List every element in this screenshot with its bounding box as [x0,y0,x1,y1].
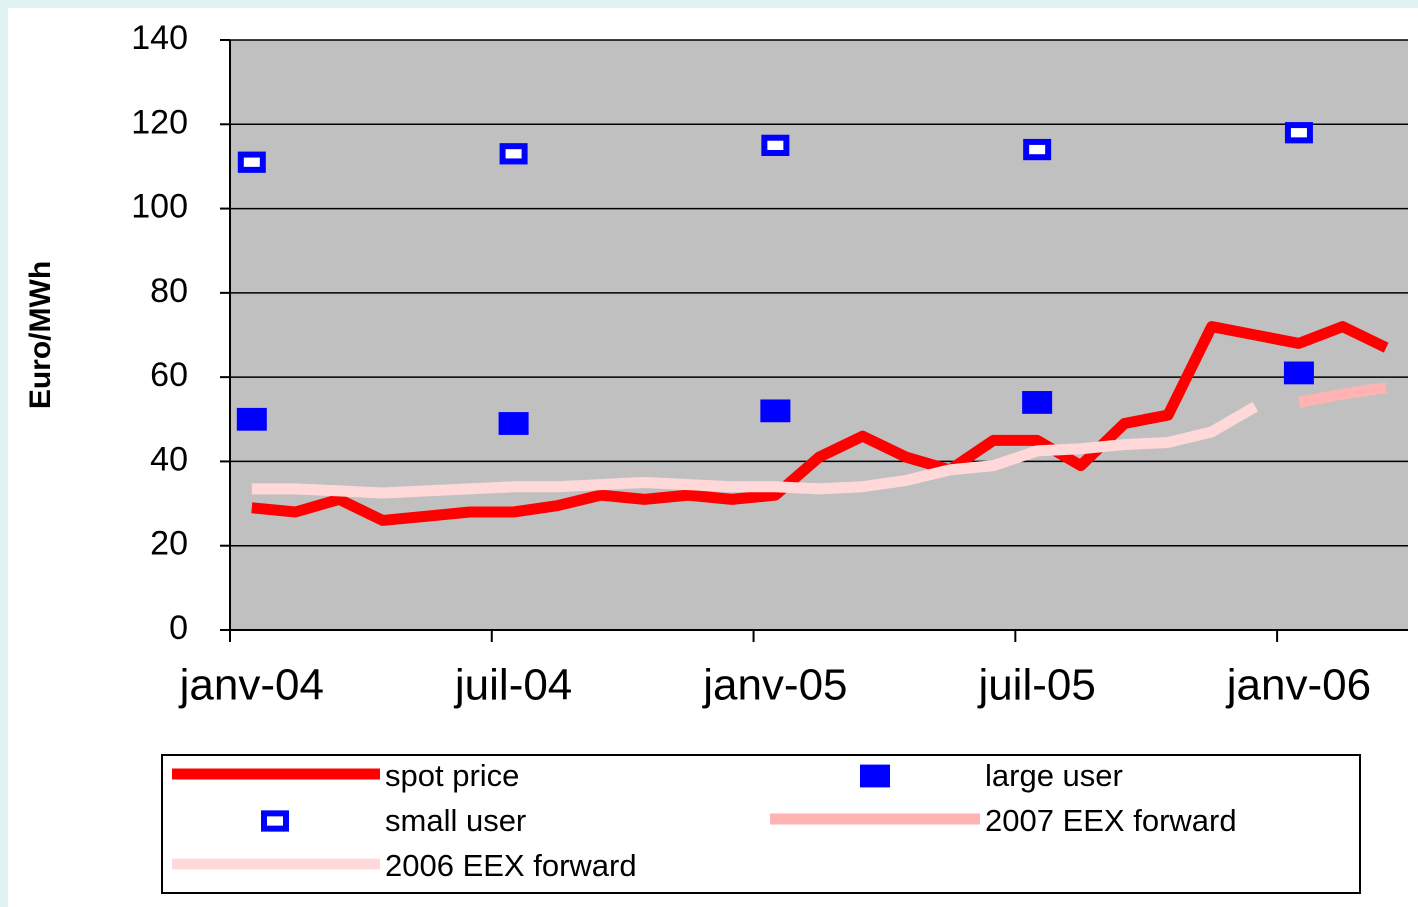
data-point [1284,122,1313,144]
y-tick-label: 140 [131,19,188,57]
data-point [498,412,529,435]
series-line [1297,382,1387,408]
legend-label: small user [385,803,526,838]
x-tick-label: janv-04 [178,661,324,710]
legend-swatch [261,810,289,832]
x-tick-label: juil-05 [976,661,1095,710]
x-tick-label: janv-06 [1225,661,1371,710]
y-tick-label: 0 [169,609,188,647]
data-point [1283,361,1314,385]
series-line [251,321,1389,526]
y-axis-label: Euro/MWh [24,261,57,409]
y-tick-label: 60 [150,356,188,394]
y-tick-label: 40 [150,440,188,478]
legend-label: 2006 EEX forward [385,848,637,883]
data-point [1023,138,1052,161]
legend-label: spot price [385,758,519,793]
legend-swatch [860,764,890,788]
data-point [499,143,528,165]
y-tick-label: 80 [150,272,188,310]
y-tick-label: 20 [150,525,188,563]
series-line [251,401,1259,499]
legend-label: large user [985,758,1123,793]
data-point [236,407,267,431]
data-point [760,399,791,423]
legend-label: 2007 EEX forward [985,803,1237,838]
y-tick-label: 100 [131,188,188,226]
x-tick-label: janv-05 [701,661,847,710]
data-point [237,151,266,173]
x-tick-label: juil-04 [453,661,572,710]
data-point [1022,391,1053,414]
y-tick-label: 120 [131,103,188,141]
data-point [761,134,790,156]
